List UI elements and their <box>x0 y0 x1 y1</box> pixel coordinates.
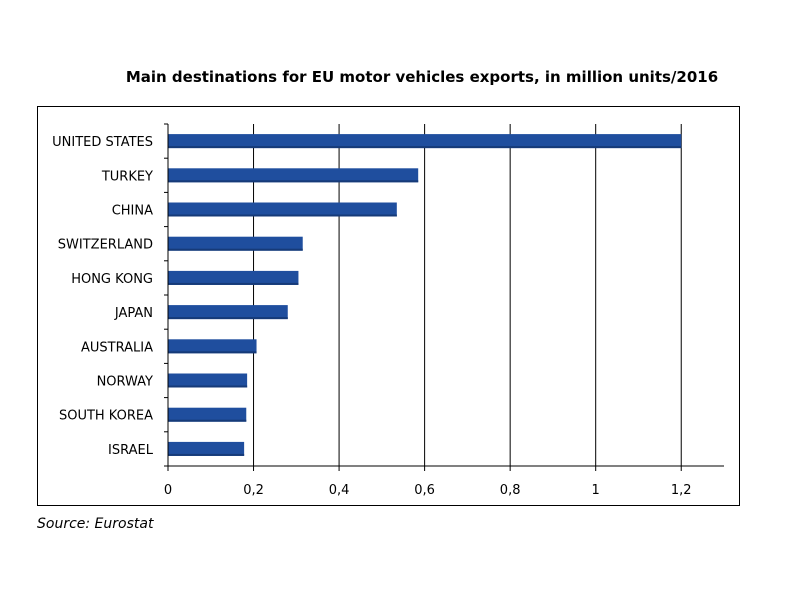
bar-shadow <box>168 146 682 149</box>
category-label: JAPAN <box>114 306 153 321</box>
bars <box>168 134 682 456</box>
bar <box>168 270 299 285</box>
bar <box>168 407 247 422</box>
bar-shadow <box>168 317 288 320</box>
x-tick-label: 1 <box>592 483 600 498</box>
source-note: Source: Eurostat <box>37 516 154 532</box>
bar-shadow <box>168 351 257 354</box>
category-label: HONG KONG <box>71 272 153 287</box>
bar <box>168 236 303 251</box>
bar-shadow <box>168 248 303 251</box>
category-label: ISRAEL <box>108 443 154 458</box>
tick-labels: 0 0,2 0,4 0,6 0,8 1 1,2 <box>164 483 692 498</box>
bar-shadow <box>168 419 247 422</box>
bar <box>168 373 248 388</box>
bar <box>168 441 245 456</box>
chart-title: Main destinations for EU motor vehicles … <box>125 68 719 86</box>
category-label: TURKEY <box>101 169 153 184</box>
x-tick-label: 0,6 <box>414 483 435 498</box>
bar <box>168 339 257 354</box>
x-tick-label: 0,2 <box>243 483 264 498</box>
category-label: UNITED STATES <box>52 135 153 150</box>
category-label: SWITZERLAND <box>58 238 153 253</box>
x-tick-label: 0 <box>164 483 172 498</box>
x-tick-label: 1,2 <box>671 483 692 498</box>
x-tick-label: 0,8 <box>500 483 521 498</box>
bar <box>168 168 419 183</box>
bar <box>168 305 288 320</box>
bar-shadow <box>168 282 299 285</box>
bar-shadow <box>168 214 397 217</box>
category-label: SOUTH KOREA <box>59 409 153 424</box>
category-label: CHINA <box>112 204 153 219</box>
bar <box>168 202 397 217</box>
category-labels: UNITED STATES TURKEY CHINA SWITZERLAND HONG … <box>52 135 154 458</box>
category-label: NORWAY <box>97 375 153 390</box>
axes <box>164 123 724 471</box>
x-tick-label: 0,4 <box>329 483 350 498</box>
bar-shadow <box>168 453 245 456</box>
chart-frame <box>37 106 740 506</box>
category-label: AUSTRALIA <box>81 340 153 355</box>
bar-shadow <box>168 180 419 183</box>
bar-shadow <box>168 385 248 388</box>
bar <box>168 134 682 149</box>
